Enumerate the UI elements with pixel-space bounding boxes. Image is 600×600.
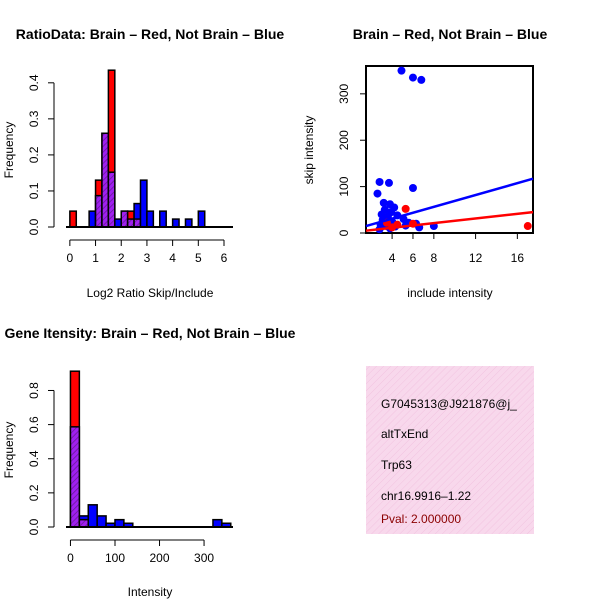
ratio-bar-12 [171, 218, 180, 228]
ratio-x-tick-label-1: 1 [92, 251, 99, 265]
ratio-y-tick-label-4: 0.4 [27, 74, 41, 91]
scatter-points [365, 66, 534, 234]
ratio-overlap-bar-7 [126, 218, 135, 228]
ratio-x-axis: 0 1 2 3 4 5 6 [67, 239, 228, 265]
scatter-y-axis: 0 100 200 300 [337, 84, 366, 236]
ratio-bar-13 [184, 218, 193, 228]
intensity-overlap-bar-1 [78, 518, 90, 528]
scatter-x-tick-label-1: 6 [410, 251, 417, 265]
event-type-text: altTxEnd [381, 427, 428, 441]
scatter-x-tick-label-2: 8 [431, 251, 438, 265]
intensity-bar-5 [114, 518, 125, 528]
scatter-x-tick-label-0: 4 [389, 251, 396, 265]
scatter-x-axis-label: include intensity [407, 286, 492, 300]
ratio-chart-title: RatioData: Brain – Red, Not Brain – Blue [16, 26, 285, 42]
intensity-x-tick-label-2: 200 [150, 551, 170, 565]
intensity-y-axis-label: Frequency [2, 422, 16, 479]
ratio-bar-9 [139, 179, 148, 228]
intensity-y-tick-label-4: 0.8 [27, 382, 41, 399]
ratio-bar-11 [159, 210, 167, 228]
scatter-point-blue-3 [375, 177, 384, 186]
ratio-y-tick-label-2: 0.2 [27, 146, 41, 163]
scatter-y-tick-label-3: 300 [337, 84, 351, 104]
ratio-y-axis: 0.0 0.1 0.2 0.3 0.4 [27, 74, 55, 235]
gene-symbol-text: Trp63 [381, 458, 412, 472]
intensity-histogram-panel: Gene Itensity: Brain – Red, Not Brain – … [2, 325, 296, 599]
scatter-plot-frame [365, 65, 534, 234]
scatter-y-tick-label-2: 200 [337, 130, 351, 150]
ratio-x-tick-label-6: 6 [221, 251, 228, 265]
scatter-chart-title: Brain – Red, Not Brain – Blue [353, 26, 548, 42]
ratio-histogram-panel: RatioData: Brain – Red, Not Brain – Blue… [2, 26, 284, 300]
scatter-point-blue-5 [408, 184, 417, 193]
intensity-y-tick-label-1: 0.2 [27, 484, 41, 501]
scatter-y-axis-label: skip intensity [302, 116, 316, 185]
ratio-overlap-bar-4 [107, 171, 116, 228]
ratio-y-tick-label-3: 0.3 [27, 110, 41, 127]
intensity-y-axis: 0.0 0.2 0.4 0.6 0.8 [27, 382, 55, 535]
event-id-text: G7045313@J921876@j_ [381, 397, 517, 411]
scatter-point-blue-6 [373, 189, 382, 198]
ratio-y-axis-label: Frequency [2, 122, 16, 179]
ratio-y-tick-label-1: 0.1 [27, 182, 41, 199]
scatter-point-blue-7 [379, 198, 388, 207]
ratio-y-tick-label-0: 0.0 [27, 218, 41, 235]
intensity-bars [66, 370, 233, 528]
genomic-location-text: chr16.9916–1.22 [381, 489, 471, 503]
ratio-bar-14 [197, 210, 206, 228]
event-info-panel: G7045313@J921876@j_ altTxEnd Trp63 chr16… [366, 366, 534, 534]
scatter-x-axis: 4 6 8 12 16 [389, 233, 525, 265]
scatter-point-blue-0 [397, 66, 406, 75]
scatter-y-tick-label-1: 100 [337, 176, 351, 196]
ratio-x-tick-label-4: 4 [169, 251, 176, 265]
ratio-overlap-bar-3 [101, 132, 110, 228]
scatter-point-red-0 [401, 204, 410, 213]
scatter-fit-line-blue [365, 177, 534, 228]
intensity-x-tick-label-1: 100 [105, 551, 125, 565]
info-box-clip: G7045313@J921876@j_ altTxEnd Trp63 chr16… [381, 397, 517, 526]
ratio-x-axis-label: Log2 Ratio Skip/Include [87, 286, 214, 300]
ratio-bar-5 [114, 218, 122, 228]
ratio-x-tick-label-3: 3 [144, 251, 151, 265]
intensity-bar-3 [96, 515, 107, 528]
ratio-overlap-bar-8 [133, 218, 142, 228]
scatter-x-tick-label-4: 16 [511, 251, 525, 265]
ratio-bar-1 [88, 210, 97, 228]
intensity-chart-title: Gene Itensity: Brain – Red, Not Brain – … [5, 325, 296, 341]
intensity-x-tick-label-3: 300 [194, 551, 214, 565]
scatter-x-tick-label-3: 12 [469, 251, 483, 265]
scatter-point-red-1 [523, 222, 532, 231]
ratio-bar-10 [146, 210, 155, 228]
scatter-point-blue-2 [417, 75, 426, 84]
intensity-y-tick-label-2: 0.4 [27, 450, 41, 467]
ratio-overlap-bar-6 [120, 210, 129, 228]
intensity-overlap-bar-0 [69, 426, 81, 528]
intensity-x-tick-label-0: 0 [67, 551, 74, 565]
ratio-bars [66, 69, 233, 228]
intensity-y-tick-label-3: 0.6 [27, 416, 41, 433]
scatter-y-tick-label-0: 0 [337, 229, 351, 236]
pvalue-text: Pval: 2.000000 [381, 512, 461, 526]
intensity-x-axis-label: Intensity [128, 585, 173, 599]
ratio-x-tick-label-5: 5 [195, 251, 202, 265]
ratio-x-tick-label-2: 2 [118, 251, 125, 265]
info-box-background [366, 366, 534, 534]
intensity-x-axis: 0 100 200 300 [67, 539, 214, 565]
ratio-overlap-bar-2 [94, 194, 103, 228]
scatter-fit-line-red [365, 210, 534, 232]
intensity-bar-7 [212, 518, 223, 528]
scatter-panel: Brain – Red, Not Brain – Blue 4 6 8 12 16 0 1… [302, 26, 547, 300]
scatter-point-blue-1 [408, 73, 417, 82]
intensity-y-tick-label-0: 0.0 [27, 518, 41, 535]
intensity-bar-2 [87, 504, 98, 528]
scatter-point-blue-4 [384, 178, 393, 187]
ratio-x-tick-label-0: 0 [67, 251, 74, 265]
ratio-bar-0 [69, 210, 78, 228]
